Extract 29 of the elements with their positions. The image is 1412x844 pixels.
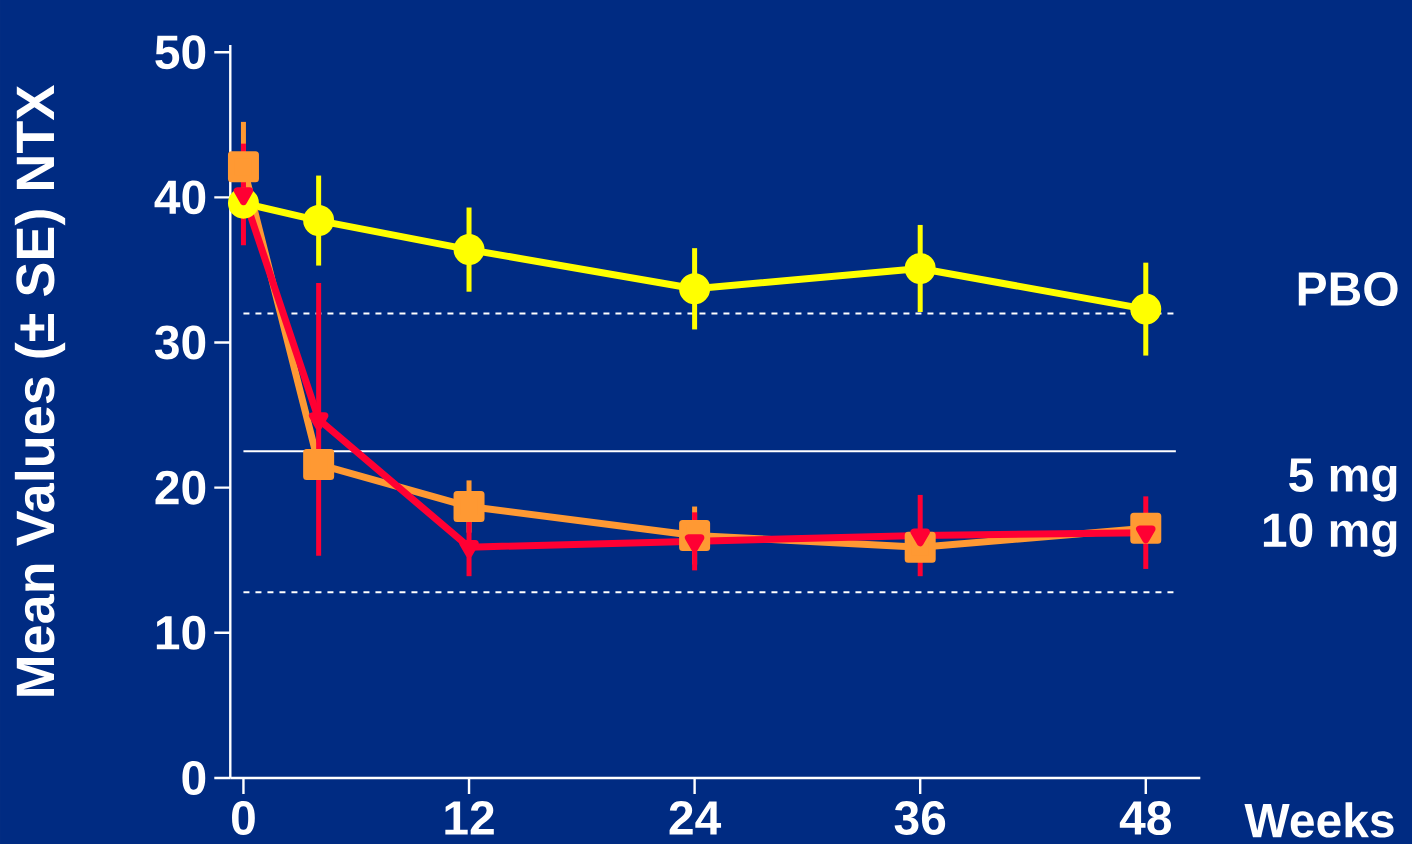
point <box>453 234 485 266</box>
x-tick-label: 48 <box>1119 801 1171 835</box>
x-tick-label: 0 <box>232 801 255 835</box>
point <box>303 448 335 480</box>
y-axis-title: Mean Values (± SE) NTX <box>14 85 66 696</box>
text: 10 mg <box>1263 513 1397 557</box>
y-tick-label: 50 <box>155 35 206 70</box>
point <box>1130 293 1162 325</box>
x-tick-label: 24 <box>669 801 722 835</box>
point <box>1136 525 1156 544</box>
text: 5 mg <box>1289 458 1397 502</box>
point <box>910 528 930 547</box>
y-tick-label: 40 <box>154 180 206 215</box>
text: PBO <box>1298 272 1398 306</box>
point <box>303 205 335 237</box>
point <box>459 540 479 558</box>
point <box>904 252 936 284</box>
y-tick-label: 10 <box>156 615 206 650</box>
y-tick-label: 0 <box>182 760 206 795</box>
x-tick-label: 12 <box>445 801 494 835</box>
x-tick-label: 36 <box>894 801 946 836</box>
point <box>679 273 711 305</box>
point <box>308 412 329 431</box>
point <box>453 491 485 523</box>
point <box>684 534 705 553</box>
point <box>227 151 259 183</box>
y-tick-label: 20 <box>155 470 206 505</box>
x-axis-title: Weeks <box>1244 802 1394 838</box>
y-tick-label: 30 <box>154 325 206 360</box>
